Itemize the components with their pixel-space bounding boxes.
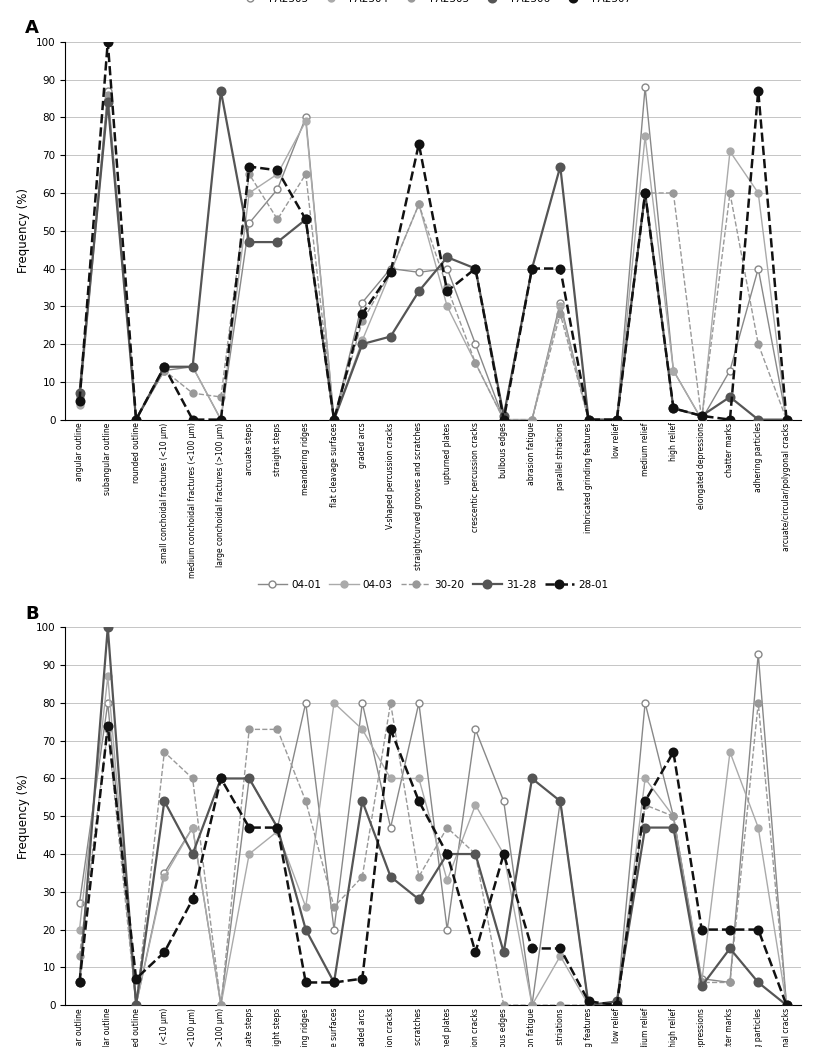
- Y-axis label: Frequency (%): Frequency (%): [17, 188, 30, 273]
- Text: B: B: [25, 605, 38, 623]
- Legend: 04-01, 04-03, 30-20, 31-28, 28-01: 04-01, 04-03, 30-20, 31-28, 28-01: [258, 580, 608, 589]
- Text: A: A: [25, 19, 38, 38]
- Y-axis label: Frequency (%): Frequency (%): [17, 774, 30, 859]
- Legend: PA2503, PA2504, PA2505, PA2506, PA2507: PA2503, PA2504, PA2505, PA2506, PA2507: [235, 0, 631, 4]
